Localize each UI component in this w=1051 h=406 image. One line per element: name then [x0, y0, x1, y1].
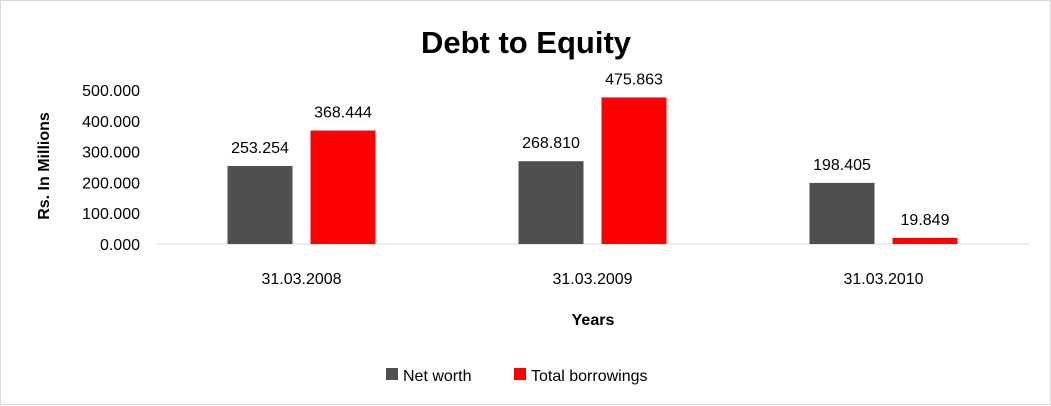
- bar: [227, 165, 293, 244]
- y-tick-label: 0.000: [100, 237, 140, 254]
- y-tick-label: 100.000: [82, 206, 140, 223]
- x-tick-label: 31.03.2010: [843, 271, 923, 288]
- chart-title: Debt to Equity: [421, 25, 632, 60]
- x-axis-title: Years: [572, 312, 615, 329]
- legend-label: Net worth: [403, 368, 471, 385]
- legend-swatch: [514, 368, 526, 380]
- bar: [310, 130, 376, 244]
- legend: Net worth Total borrowings: [386, 368, 648, 385]
- data-label: 268.810: [522, 135, 580, 152]
- bars: [227, 97, 958, 244]
- data-label: 19.849: [901, 212, 950, 229]
- y-axis-ticks: 0.000 100.000 200.000 300.000 400.000 500.000: [82, 83, 140, 254]
- bar: [809, 182, 875, 244]
- data-label: 253.254: [231, 140, 289, 157]
- bar: [892, 237, 958, 244]
- bar-labels: 253.254 368.444 268.810 475.863 198.405 19.84…: [231, 71, 949, 228]
- y-tick-label: 200.000: [82, 175, 140, 192]
- y-tick-label: 500.000: [82, 83, 140, 100]
- x-tick-label: 31.03.2008: [261, 271, 341, 288]
- legend-label: Total borrowings: [531, 368, 648, 385]
- y-axis-title: Rs. In Millions: [36, 112, 53, 220]
- y-tick-label: 300.000: [82, 145, 140, 162]
- data-label: 198.405: [813, 157, 871, 174]
- x-tick-label: 31.03.2009: [552, 271, 632, 288]
- legend-swatch: [386, 368, 398, 380]
- y-tick-label: 400.000: [82, 114, 140, 131]
- bar: [601, 97, 667, 244]
- x-axis-ticks: 31.03.2008 31.03.2009 31.03.2010: [261, 271, 923, 288]
- data-label: 368.444: [314, 105, 372, 122]
- data-label: 475.863: [605, 71, 663, 88]
- bar: [518, 161, 584, 244]
